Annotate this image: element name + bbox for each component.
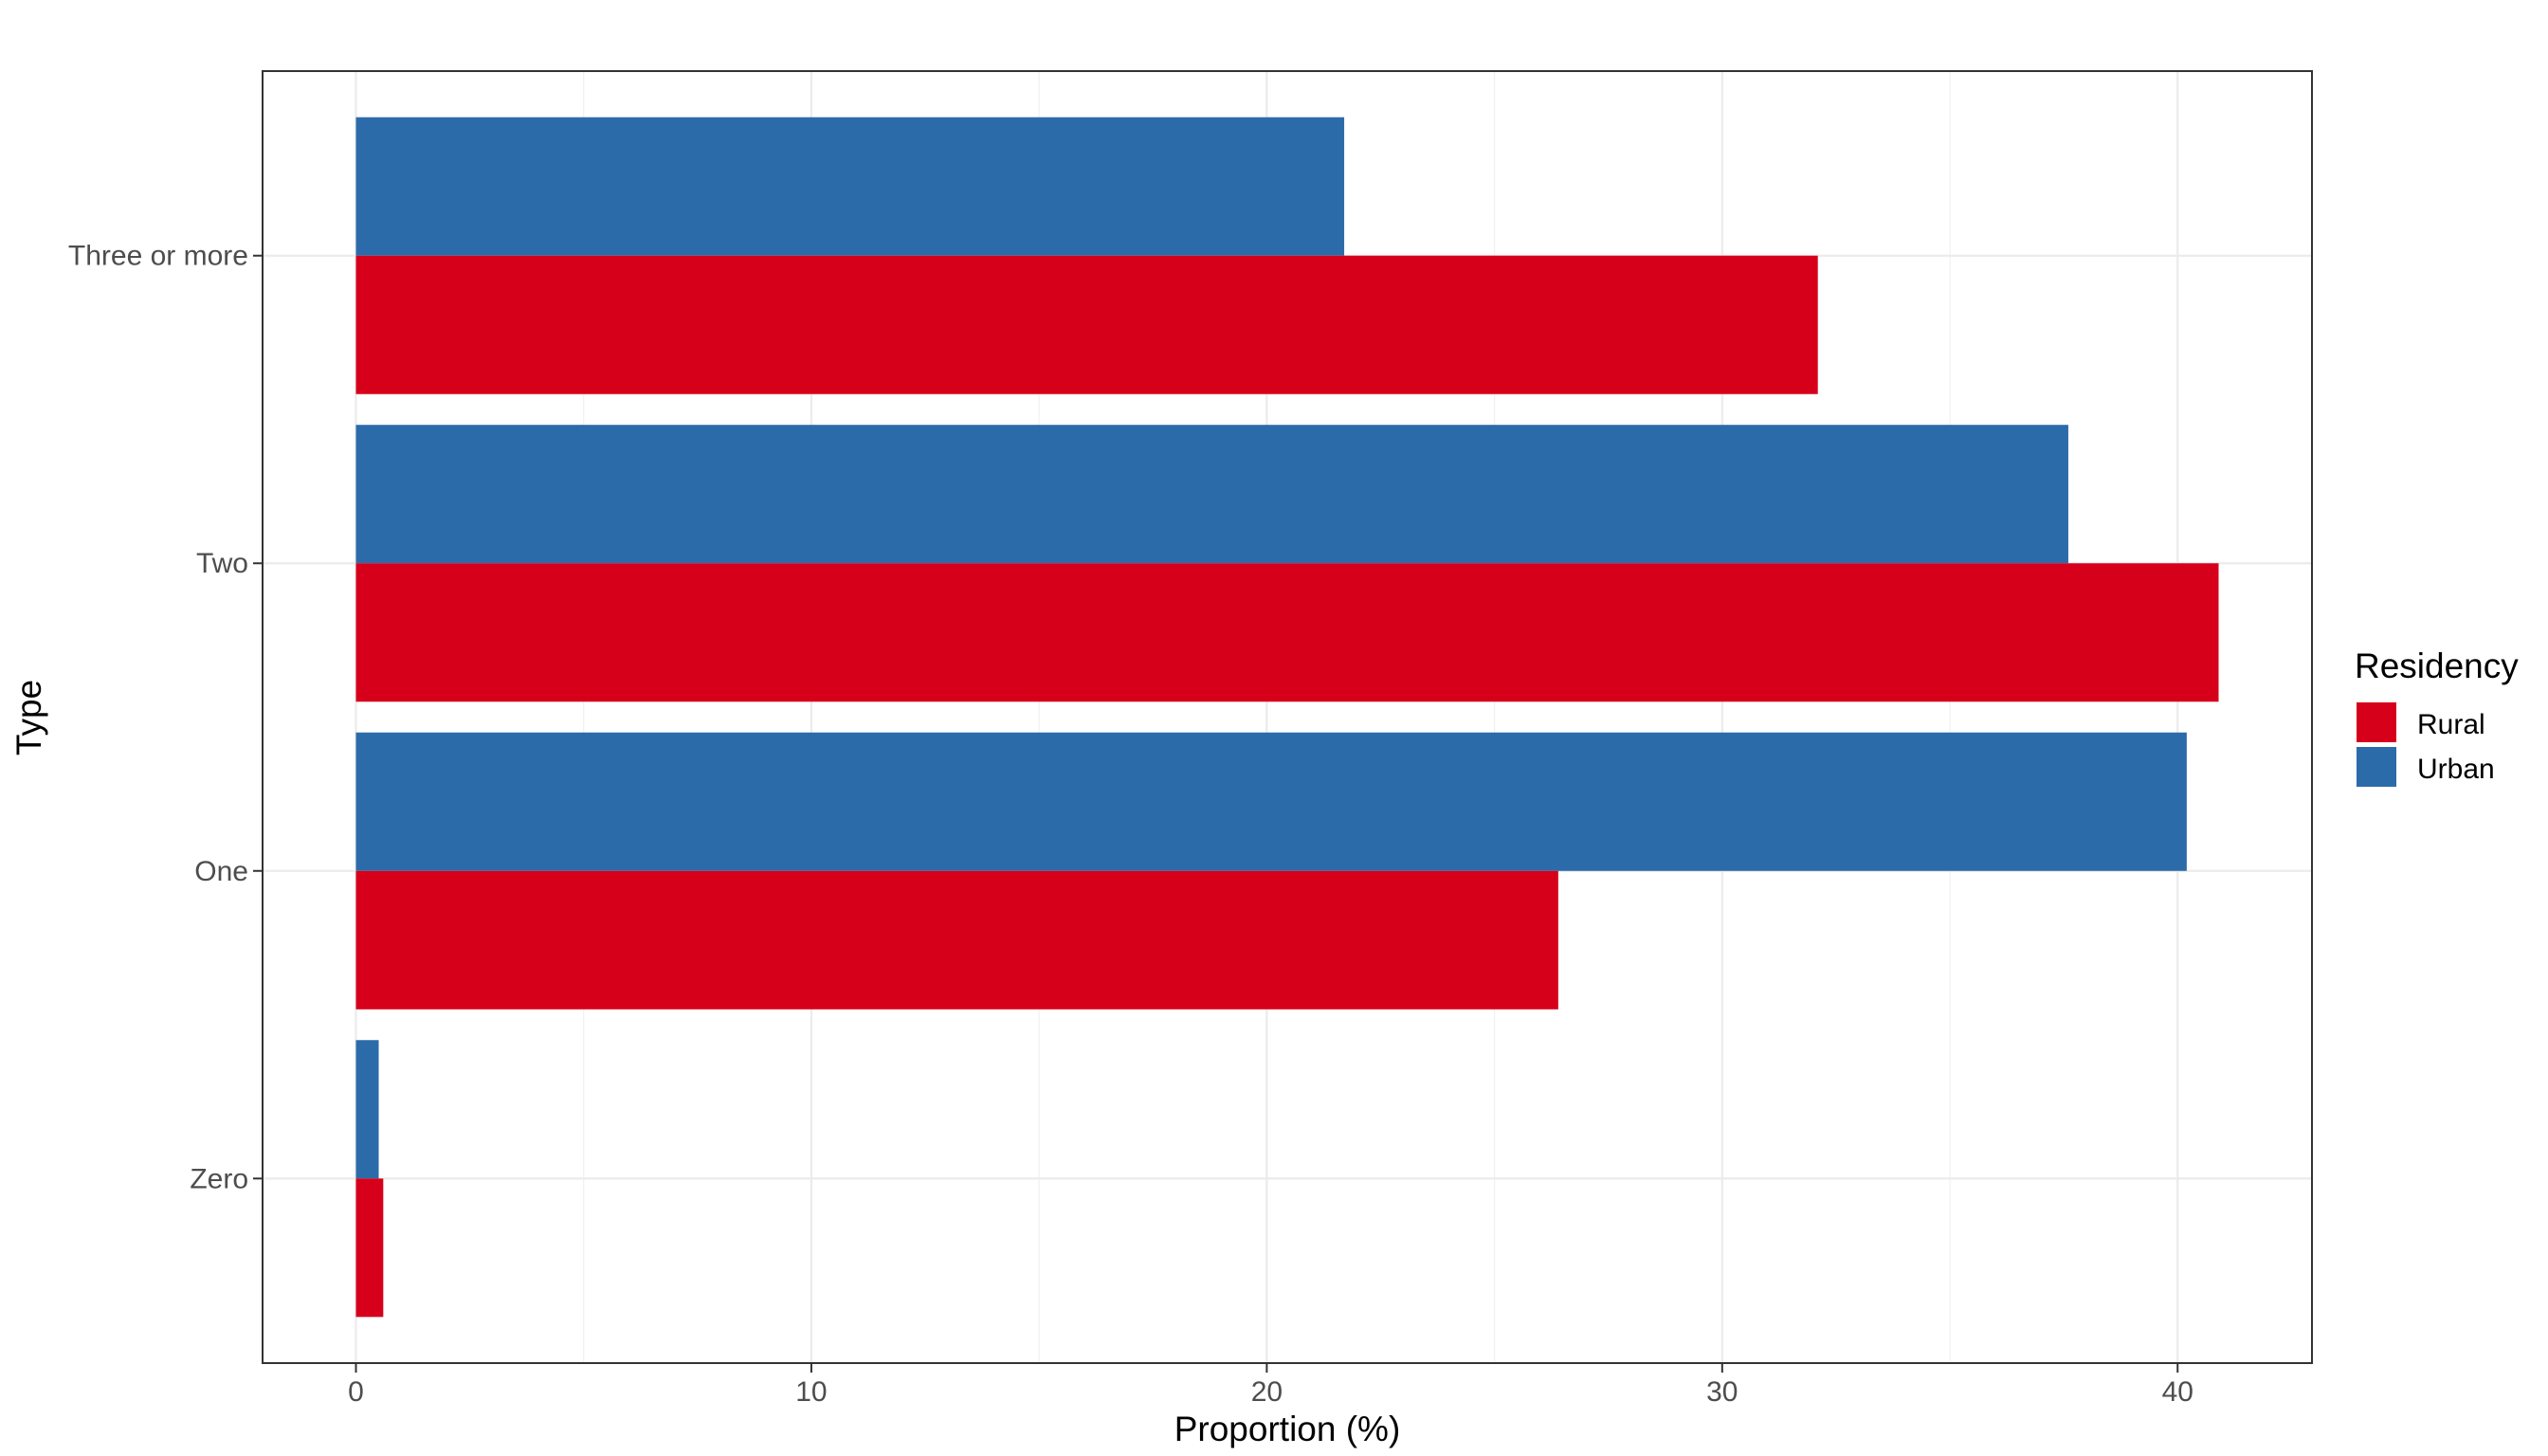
y-tick-label: Zero <box>190 1163 248 1194</box>
bar-urban-zero <box>355 1040 379 1179</box>
x-axis-title: Proportion (%) <box>1174 1410 1401 1448</box>
bars-layer <box>355 117 2219 1318</box>
plot-panel-border <box>262 70 2313 1364</box>
y-tick-label: Three or more <box>68 241 248 272</box>
bar-urban-two <box>355 425 2068 564</box>
legend-key-urban <box>2357 747 2396 787</box>
legend-label-urban: Urban <box>2417 754 2495 785</box>
legend-title: Residency <box>2355 646 2519 685</box>
legend-key-rural <box>2357 702 2396 742</box>
x-tick-label: 40 <box>2162 1376 2193 1408</box>
x-tick-label: 10 <box>795 1376 827 1408</box>
bar-urban-one <box>355 732 2187 871</box>
bar-rural-two <box>355 563 2219 702</box>
bar-rural-zero <box>355 1178 384 1318</box>
bar-rural-one <box>355 870 1558 1010</box>
ticks-layer: 0 10 20 30 40 Zero One Two Three or more <box>68 241 2193 1408</box>
y-axis-title: Type <box>9 680 48 755</box>
legend: Residency Rural Urban <box>2355 646 2519 787</box>
x-tick-label: 20 <box>1251 1376 1283 1408</box>
y-tick-label: Two <box>196 548 248 579</box>
bar-rural-three-or-more <box>355 255 1818 394</box>
x-tick-label: 0 <box>348 1376 364 1408</box>
y-tick-label: One <box>194 856 248 887</box>
x-tick-label: 30 <box>1706 1376 1738 1408</box>
bar-urban-three-or-more <box>355 117 1345 256</box>
legend-label-rural: Rural <box>2417 709 2485 740</box>
